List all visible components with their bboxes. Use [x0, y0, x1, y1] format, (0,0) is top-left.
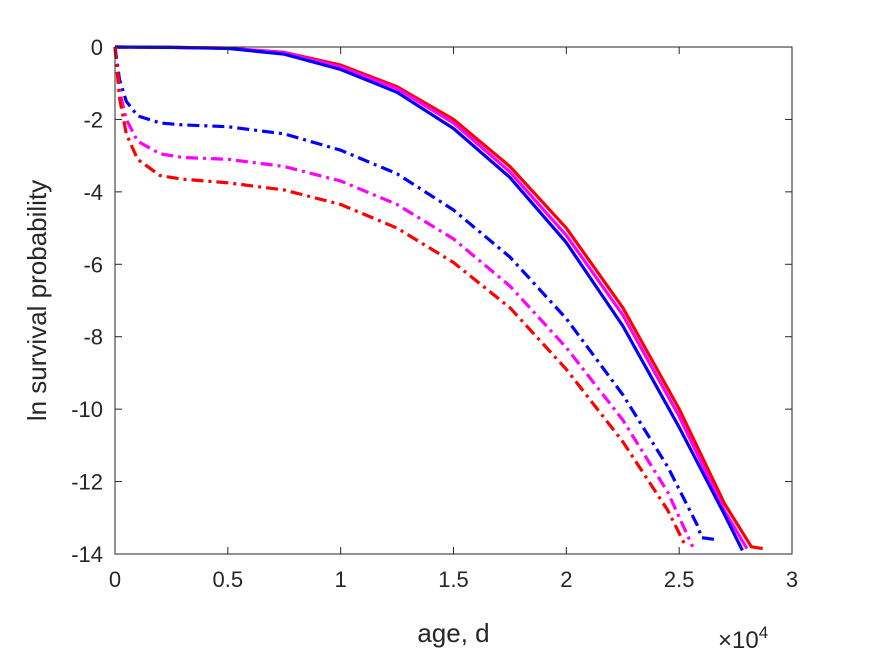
y-axis-label: ln survival probability [22, 180, 52, 421]
x-tick-label: 1 [335, 567, 347, 592]
y-tick-label: -2 [83, 107, 103, 132]
x-axis-exponent-power: 4 [759, 623, 768, 642]
x-axis-label: age, d [417, 618, 489, 648]
x-tick-label: 3 [786, 567, 798, 592]
x-axis-exponent: ×104 [718, 623, 768, 654]
series-line-4 [113, 46, 716, 542]
y-tick-label: -12 [71, 470, 103, 495]
x-axis-ticks: 0 0.5 1 1.5 2 2.5 3 [109, 47, 798, 592]
plot-area [115, 47, 792, 554]
x-tick-label: 2.5 [664, 567, 695, 592]
y-tick-label: -14 [71, 542, 103, 567]
y-tick-label: -10 [71, 397, 103, 422]
series-line-6 [113, 46, 688, 548]
x-tick-label: 1.5 [438, 567, 469, 592]
y-axis-ticks: 0 -2 -4 -6 -8 -10 -12 -14 [71, 35, 792, 567]
y-tick-label: -6 [83, 252, 103, 277]
x-tick-label: 0 [109, 567, 121, 592]
y-tick-label: 0 [91, 35, 103, 60]
x-tick-label: 0.5 [213, 567, 244, 592]
y-tick-label: -4 [83, 180, 103, 205]
y-tick-label: -8 [83, 325, 103, 350]
x-axis-exponent-base: ×10 [718, 627, 759, 654]
x-tick-label: 2 [560, 567, 572, 592]
series-line-5 [113, 46, 695, 548]
